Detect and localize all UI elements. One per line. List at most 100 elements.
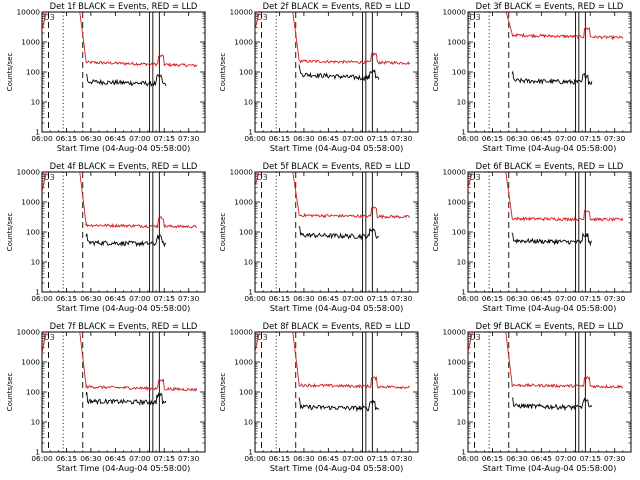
y-tick-label: 10 xyxy=(457,98,467,107)
y-tick-label: 1000 xyxy=(21,198,40,207)
y-tick-label: 10000 xyxy=(229,8,253,17)
plot-frame xyxy=(41,11,206,133)
y-tick-label: 10 xyxy=(244,418,254,427)
corner-annotation: D3 xyxy=(44,173,55,182)
series-events-line xyxy=(298,225,380,241)
y-tick-label: 1 xyxy=(461,448,466,457)
x-tick-label: 06:45 xyxy=(531,134,553,143)
y-tick-label: 10000 xyxy=(229,328,253,337)
y-tick-label: 10 xyxy=(31,418,41,427)
y-axis-label: Counts/sec xyxy=(219,373,227,412)
y-axis-label: Counts/sec xyxy=(219,213,227,252)
series-events-line xyxy=(511,397,593,412)
plot-frame xyxy=(467,11,632,133)
x-tick-label: 07:30 xyxy=(391,294,413,303)
panel-title: Det 5f BLACK = Events, RED = LLD xyxy=(263,161,411,171)
y-tick-label: 1000 xyxy=(234,38,253,47)
panel-title: Det 9f BLACK = Events, RED = LLD xyxy=(476,321,624,331)
series-lld-line xyxy=(255,172,411,220)
series-events-line xyxy=(298,64,380,82)
y-tick-label: 10 xyxy=(457,418,467,427)
x-tick-label: 06:30 xyxy=(293,134,315,143)
x-tick-label: 07:30 xyxy=(391,454,413,463)
x-tick-label: 06:00 xyxy=(457,454,479,463)
y-axis-label: Counts/sec xyxy=(219,53,227,92)
x-tick-label: 06:15 xyxy=(56,294,78,303)
y-tick-label: 10000 xyxy=(442,168,466,177)
y-tick-label: 1 xyxy=(248,288,253,297)
y-tick-label: 1000 xyxy=(447,358,466,367)
y-tick-label: 100 xyxy=(26,228,40,237)
x-tick-label: 06:00 xyxy=(31,294,53,303)
corner-annotation: D3 xyxy=(44,13,55,22)
y-tick-label: 1000 xyxy=(234,198,253,207)
y-tick-label: 10 xyxy=(31,98,41,107)
corner-annotation: D3 xyxy=(470,13,481,22)
x-tick-label: 07:15 xyxy=(367,294,389,303)
x-tick-label: 06:00 xyxy=(31,134,53,143)
x-tick-label: 06:30 xyxy=(293,294,315,303)
x-tick-label: 06:30 xyxy=(80,294,102,303)
x-tick-label: 06:45 xyxy=(531,294,553,303)
x-tick-label: 07:30 xyxy=(604,294,626,303)
panel-det-2: Det 2f BLACK = Events, RED = LLD Start Ti… xyxy=(219,1,419,153)
plot-frame xyxy=(467,171,632,293)
series-lld-line xyxy=(42,12,198,68)
y-axis-label: Counts/sec xyxy=(6,373,14,412)
x-axis-label: Start Time (04-Aug-04 05:58:00) xyxy=(270,303,404,313)
x-tick-label: 06:45 xyxy=(531,454,553,463)
y-tick-label: 100 xyxy=(239,68,253,77)
x-tick-label: 07:00 xyxy=(555,134,577,143)
panel-title: Det 7f BLACK = Events, RED = LLD xyxy=(50,321,198,331)
y-tick-label: 10 xyxy=(31,258,41,267)
x-tick-label: 07:00 xyxy=(555,294,577,303)
x-tick-label: 06:00 xyxy=(31,454,53,463)
corner-annotation: D3 xyxy=(257,173,268,182)
x-axis-label: Start Time (04-Aug-04 05:58:00) xyxy=(57,143,191,153)
series-lld-line xyxy=(255,12,411,65)
panel-det-4: Det 4f BLACK = Events, RED = LLD Start Ti… xyxy=(6,161,206,313)
x-tick-label: 06:30 xyxy=(80,134,102,143)
x-tick-label: 06:15 xyxy=(269,294,291,303)
y-tick-label: 1000 xyxy=(234,358,253,367)
corner-annotation: D3 xyxy=(257,13,268,22)
y-tick-label: 10 xyxy=(457,258,467,267)
x-tick-label: 07:15 xyxy=(367,134,389,143)
y-tick-label: 1 xyxy=(35,128,40,137)
x-tick-label: 06:45 xyxy=(318,454,340,463)
x-axis-label: Start Time (04-Aug-04 05:58:00) xyxy=(483,303,617,313)
y-tick-label: 100 xyxy=(452,68,466,77)
y-tick-label: 1 xyxy=(461,128,466,137)
y-tick-label: 100 xyxy=(26,68,40,77)
panel-title: Det 6f BLACK = Events, RED = LLD xyxy=(476,161,624,171)
panel-det-1: Det 1f BLACK = Events, RED = LLD Start Ti… xyxy=(6,1,206,153)
x-tick-label: 06:45 xyxy=(318,134,340,143)
y-axis-label: Counts/sec xyxy=(432,373,440,412)
series-events-line xyxy=(85,73,167,88)
x-axis-label: Start Time (04-Aug-04 05:58:00) xyxy=(483,143,617,153)
x-tick-label: 06:15 xyxy=(56,454,78,463)
x-tick-label: 06:15 xyxy=(482,454,504,463)
x-tick-label: 06:45 xyxy=(318,294,340,303)
x-tick-label: 07:15 xyxy=(580,294,602,303)
x-tick-label: 06:45 xyxy=(105,294,127,303)
x-tick-label: 06:30 xyxy=(506,454,528,463)
y-axis-label: Counts/sec xyxy=(6,213,14,252)
x-tick-label: 07:15 xyxy=(367,454,389,463)
series-events-line xyxy=(298,397,380,413)
series-lld-line xyxy=(255,332,411,390)
y-tick-label: 10000 xyxy=(16,8,40,17)
y-tick-label: 1000 xyxy=(447,38,466,47)
x-tick-label: 07:00 xyxy=(129,294,151,303)
x-tick-label: 06:00 xyxy=(457,294,479,303)
y-tick-label: 10000 xyxy=(16,328,40,337)
panel-det-3: Det 3f BLACK = Events, RED = LLD Start Ti… xyxy=(432,1,632,153)
x-tick-label: 06:00 xyxy=(244,134,266,143)
panel-title: Det 4f BLACK = Events, RED = LLD xyxy=(50,161,198,171)
x-tick-label: 07:30 xyxy=(178,294,200,303)
x-tick-label: 07:15 xyxy=(580,134,602,143)
y-tick-label: 100 xyxy=(452,388,466,397)
panel-title: Det 1f BLACK = Events, RED = LLD xyxy=(50,1,198,11)
x-tick-label: 06:00 xyxy=(244,454,266,463)
